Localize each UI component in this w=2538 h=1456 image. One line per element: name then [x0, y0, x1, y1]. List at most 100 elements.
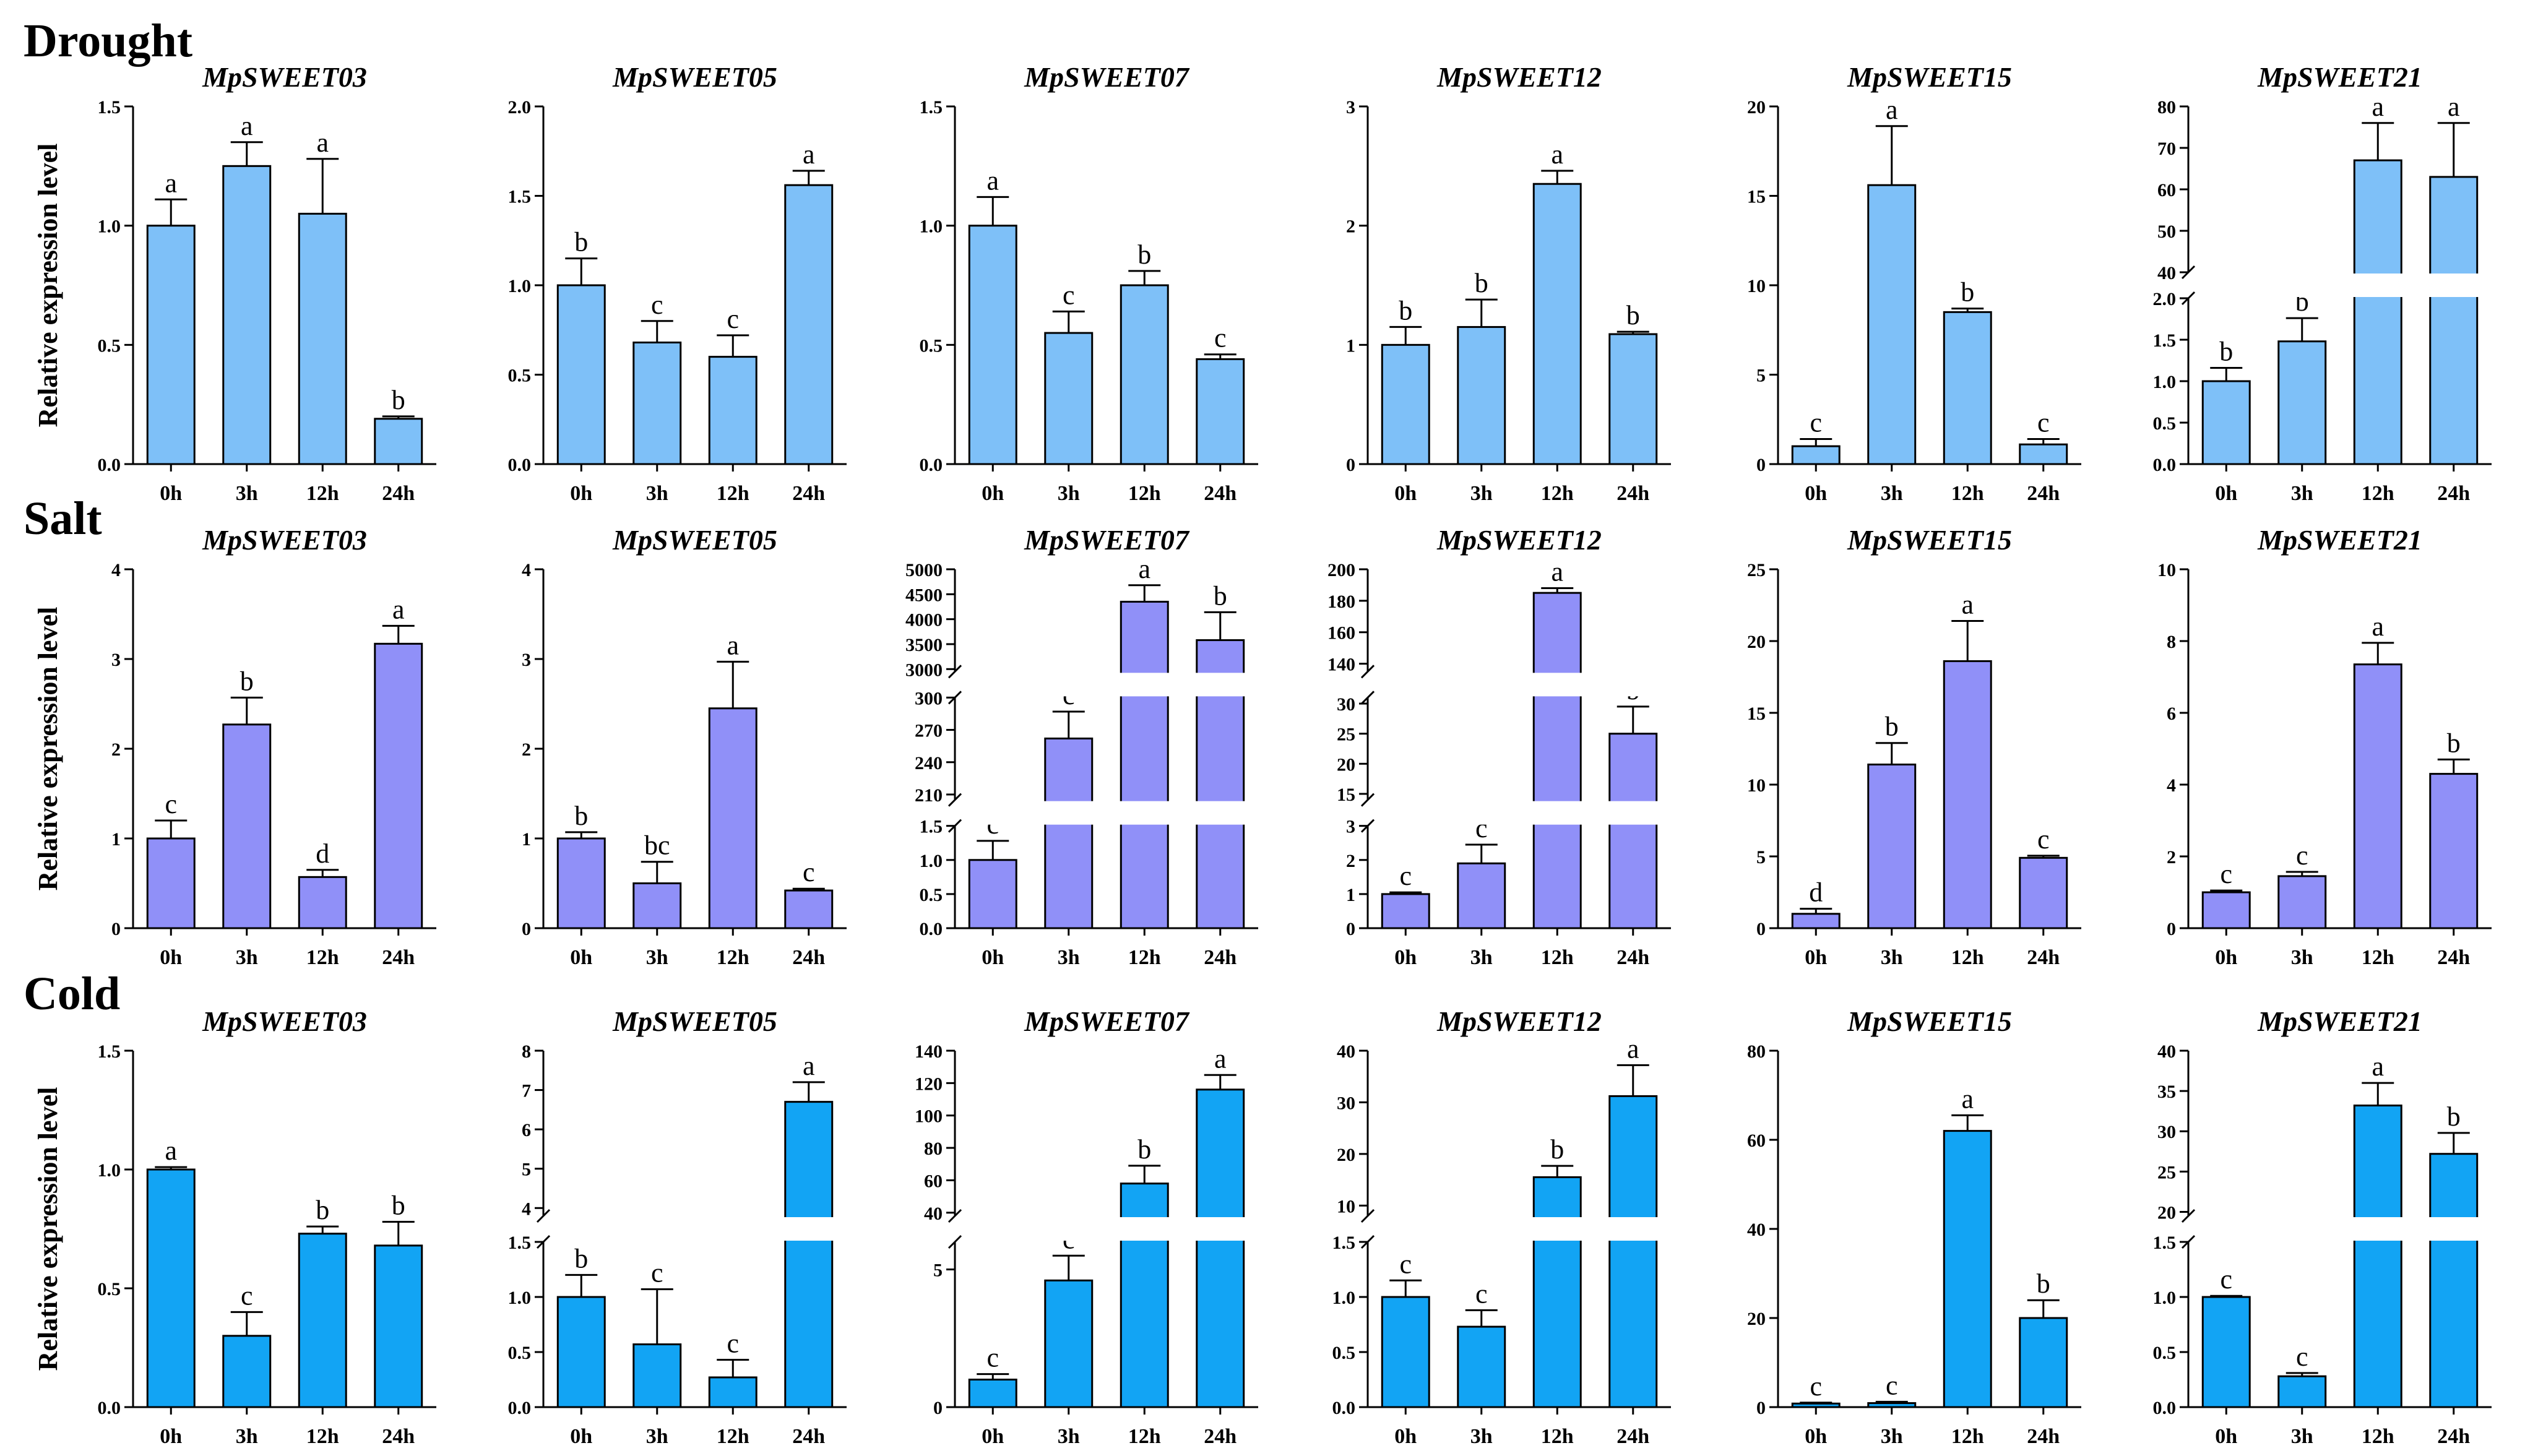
y-axis-label: Relative expression level [33, 144, 63, 428]
significance-letter: a [1627, 1033, 1639, 1064]
axis-break-gap [2190, 274, 2500, 297]
bar [556, 837, 606, 929]
axis-break-mark [1360, 1234, 1375, 1249]
x-tick-label: 12h [1951, 482, 1984, 505]
x-tick-label: 3h [1470, 946, 1493, 969]
significance-letter: b [316, 1195, 329, 1225]
axis-break-mark [947, 819, 962, 833]
bar [1381, 343, 1430, 465]
y-tick-label: 25 [2157, 1162, 2176, 1182]
y-tick-label: 0.5 [920, 335, 943, 356]
bar [146, 225, 196, 465]
y-tick-label: 1.5 [508, 1233, 532, 1253]
x-tick-label: 0h [160, 1425, 182, 1448]
significance-letter: d [316, 838, 329, 869]
y-tick-label: 0.5 [98, 1279, 121, 1299]
y-tick-label: 140 [915, 1041, 943, 1062]
y-tick-label: 0 [1346, 455, 1355, 475]
chart-title: MpSWEET21 [2257, 524, 2422, 556]
bar [146, 1168, 196, 1408]
x-tick-label: 3h [646, 946, 668, 969]
bar [2201, 891, 2251, 929]
axis-break-mark [2181, 291, 2196, 306]
x-tick-label: 0h [1805, 482, 1827, 505]
y-tick-label: 2 [522, 739, 531, 760]
y-tick-label: 4 [2167, 775, 2176, 796]
x-tick-label: 0h [2215, 946, 2237, 969]
chart-title: MpSWEET03 [202, 61, 367, 93]
y-tick-label: 1 [522, 829, 531, 850]
y-tick-label: 1.5 [508, 187, 532, 207]
bar [2429, 773, 2479, 929]
x-tick-label: 3h [1881, 946, 1903, 969]
y-tick-label: 5 [1756, 847, 1766, 868]
x-tick-label: 3h [646, 482, 668, 505]
bar [1532, 183, 1582, 465]
y-tick-label: 0.0 [508, 1398, 532, 1418]
bar [1120, 284, 1169, 465]
y-tick-label: 1.0 [920, 851, 943, 871]
significance-letter: a [165, 1135, 177, 1166]
axis-break-mark [947, 1208, 962, 1223]
bar [1044, 1279, 1094, 1408]
y-tick-label: 15 [1337, 785, 1355, 805]
bar [374, 642, 423, 929]
y-tick-label: 40 [1747, 1220, 1766, 1240]
y-tick-label: 0 [2167, 919, 2176, 939]
significance-letter: b [1399, 295, 1412, 325]
y-tick-label: 3000 [905, 660, 943, 680]
significance-letter: a [2372, 92, 2384, 122]
x-tick-label: 3h [2291, 946, 2313, 969]
x-tick-label: 3h [1058, 1425, 1080, 1448]
y-tick-label: 0.0 [2153, 1398, 2177, 1418]
y-tick-label: 60 [1747, 1131, 1766, 1151]
chart-title: MpSWEET21 [2257, 61, 2422, 93]
x-tick-label: 3h [1881, 482, 1903, 505]
bar [2353, 1105, 2402, 1408]
y-tick-label: 0.5 [508, 1343, 532, 1363]
significance-letter: b [1626, 300, 1640, 330]
x-tick-label: 12h [1951, 1425, 1984, 1448]
y-tick-label: 2 [111, 739, 121, 760]
significance-letter: c [2220, 859, 2232, 889]
chart-title: MpSWEET03 [202, 524, 367, 556]
x-tick-label: 0h [1805, 1425, 1827, 1448]
y-tick-label: 1.5 [1332, 1233, 1356, 1253]
significance-letter: c [727, 1328, 739, 1358]
y-tick-label: 40 [1337, 1041, 1355, 1062]
bar [2277, 875, 2327, 929]
significance-letter: b [1137, 1134, 1151, 1165]
x-tick-label: 0h [570, 946, 592, 969]
bar [1867, 184, 1917, 465]
significance-letter: a [1551, 557, 1563, 587]
x-tick-label: 12h [2362, 946, 2394, 969]
axis-break-mark [536, 1234, 551, 1249]
y-tick-label: 4000 [905, 610, 943, 631]
y-tick-label: 180 [1327, 592, 1355, 612]
axis-break-mark [947, 1234, 962, 1249]
significance-letter: a [1961, 590, 1974, 620]
y-tick-label: 0.0 [508, 455, 532, 475]
y-tick-label: 4 [522, 1199, 531, 1219]
y-tick-label: 0 [1756, 919, 1766, 939]
y-tick-label: 10 [1337, 1196, 1355, 1217]
y-tick-label: 0.0 [920, 455, 943, 475]
y-tick-label: 160 [1327, 623, 1355, 644]
bar [1457, 862, 1506, 929]
axis-break-mark [947, 691, 962, 705]
y-tick-label: 60 [924, 1171, 943, 1191]
y-tick-label: 10 [1747, 775, 1766, 796]
bar [784, 1101, 834, 1408]
bar [968, 1379, 1017, 1408]
bar [1196, 1088, 1245, 1408]
significance-letter: b [574, 801, 588, 831]
x-tick-label: 12h [306, 1425, 339, 1448]
y-tick-label: 70 [2157, 139, 2176, 159]
y-tick-label: 40 [2157, 1041, 2176, 1062]
x-tick-label: 24h [1616, 482, 1649, 505]
axis-break-mark [2181, 1208, 2196, 1223]
x-tick-label: 12h [306, 482, 339, 505]
x-tick-label: 12h [1128, 946, 1161, 969]
bar [1608, 733, 1658, 929]
y-tick-label: 25 [1747, 560, 1766, 580]
